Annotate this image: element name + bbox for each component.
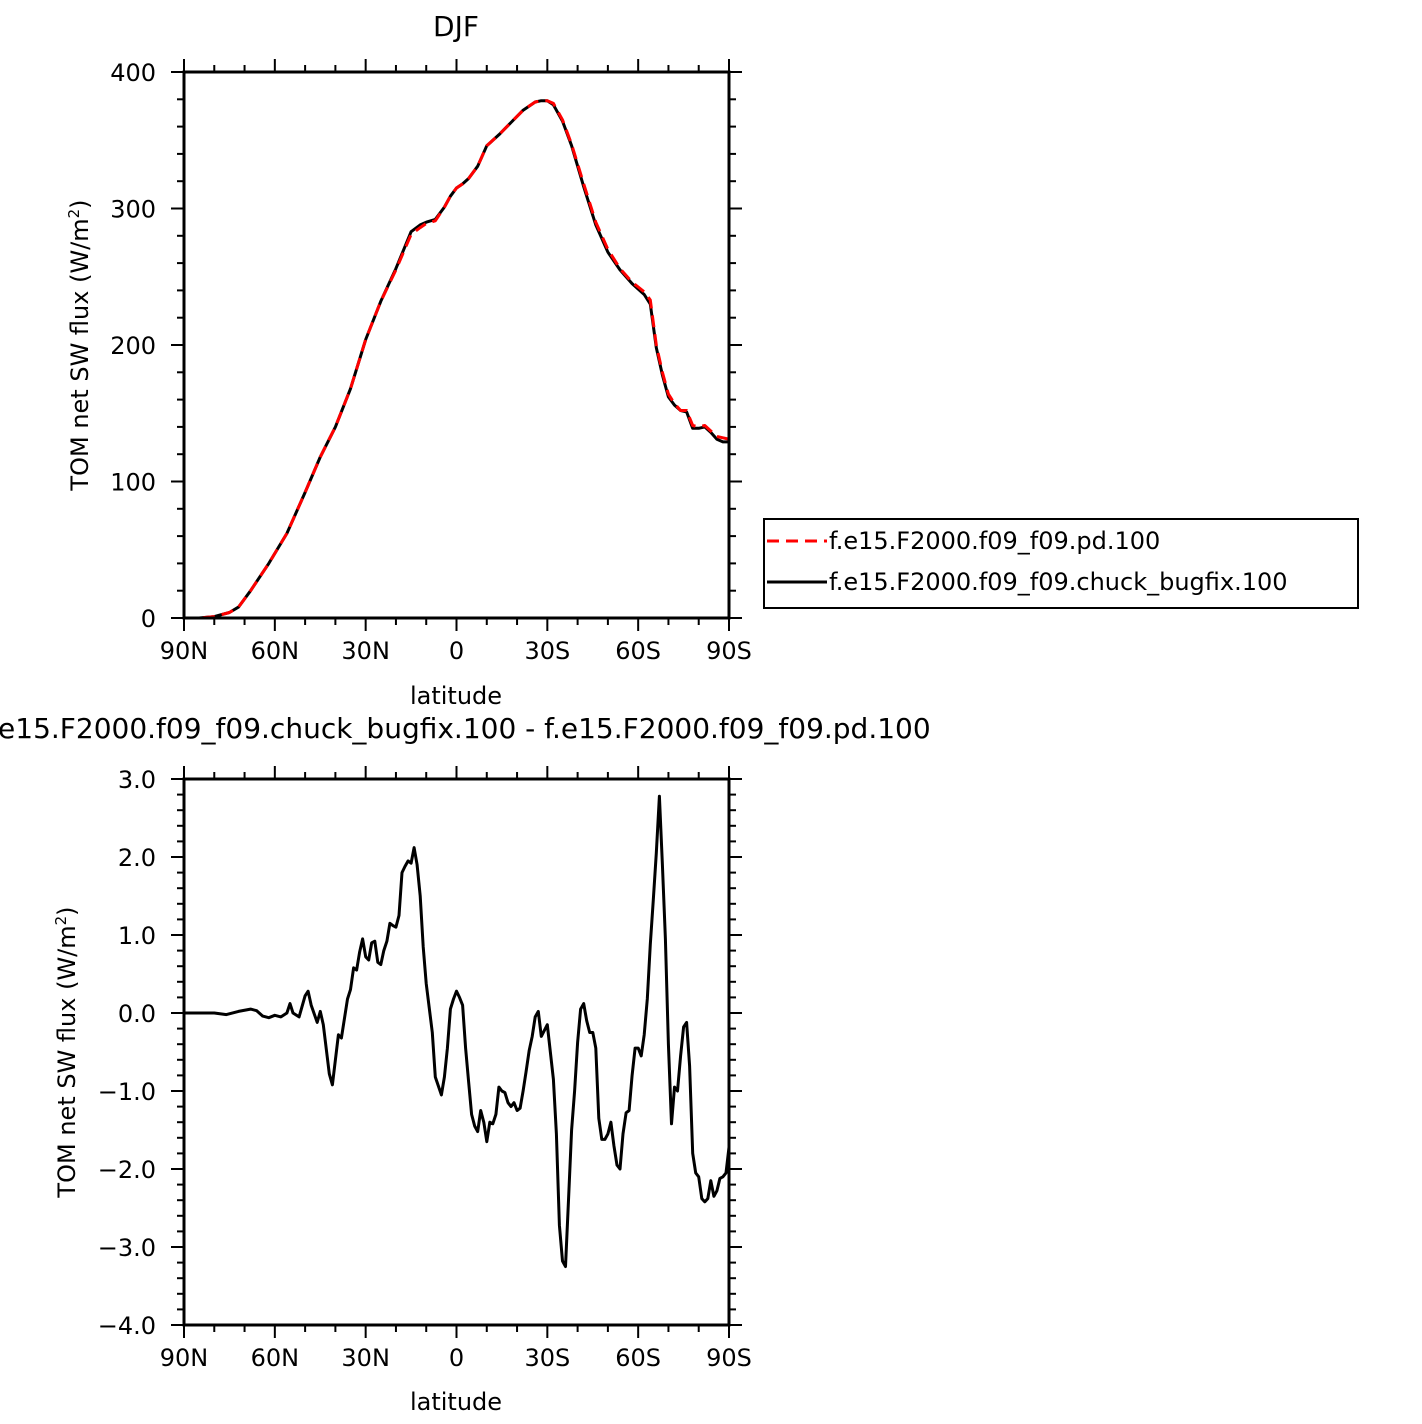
bottom-chart-title: f.e15.F2000.f09_f09.chuck_bugfix.100 - f… bbox=[0, 712, 931, 745]
bottom-y-tick-label: −4.0 bbox=[98, 1312, 156, 1340]
top-x-axis-label: latitude bbox=[410, 682, 502, 710]
top-x-tick-label: 60N bbox=[251, 637, 300, 665]
bottom-y-tick-label: 0.0 bbox=[118, 1000, 156, 1028]
bottom-y-tick-label: 3.0 bbox=[118, 766, 156, 794]
legend-label-pd: f.e15.F2000.f09_f09.pd.100 bbox=[829, 527, 1160, 555]
bottom-y-tick-label: −3.0 bbox=[98, 1234, 156, 1262]
top-chart-title: DJF bbox=[433, 10, 479, 43]
top-y-axis-label: TOM net SW flux (W/m2) bbox=[65, 199, 94, 491]
top-x-tick-label: 90S bbox=[706, 637, 752, 665]
top-y-tick-label: 0 bbox=[141, 605, 156, 633]
bottom-x-tick-label: 30N bbox=[341, 1344, 390, 1372]
bottom-y-axis-label: TOM net SW flux (W/m2) bbox=[52, 906, 81, 1198]
top-x-tick-label: 30N bbox=[341, 637, 390, 665]
top-y-tick-label: 100 bbox=[110, 469, 156, 497]
bottom-x-axis-label: latitude bbox=[410, 1388, 502, 1416]
bottom-x-tick-label: 60S bbox=[615, 1344, 661, 1372]
bottom-y-tick-label: 1.0 bbox=[118, 922, 156, 950]
bottom-y-tick-label: −1.0 bbox=[98, 1078, 156, 1106]
top-series-line-pd bbox=[184, 99, 730, 620]
top-x-tick-label: 0 bbox=[449, 637, 464, 665]
bottom-plot-frame bbox=[182, 777, 731, 1327]
top-y-tick-label: 400 bbox=[110, 59, 156, 87]
bottom-series-line-difference bbox=[184, 794, 731, 1268]
bottom-x-tick-label: 30S bbox=[524, 1344, 570, 1372]
legend: f.e15.F2000.f09_f09.pd.100 f.e15.F2000.f… bbox=[763, 518, 1359, 609]
top-y-tick-label: 300 bbox=[110, 196, 156, 224]
top-x-tick-label: 30S bbox=[524, 637, 570, 665]
legend-box bbox=[763, 518, 1359, 609]
bottom-x-tick-label: 60N bbox=[251, 1344, 300, 1372]
top-panel: DJF latitude TOM net SW flux (W/m2) 90N 6… bbox=[65, 10, 752, 710]
top-series-line-chuck-bugfix bbox=[184, 99, 729, 620]
top-plot-frame bbox=[182, 70, 731, 620]
legend-label-chuck-bugfix: f.e15.F2000.f09_f09.chuck_bugfix.100 bbox=[829, 568, 1288, 596]
bottom-x-tick-label: 90N bbox=[160, 1344, 209, 1372]
bottom-x-tick-label: 0 bbox=[449, 1344, 464, 1372]
bottom-y-tick-label: 2.0 bbox=[118, 844, 156, 872]
top-y-tick-label: 200 bbox=[110, 332, 156, 360]
bottom-panel: f.e15.F2000.f09_f09.chuck_bugfix.100 - f… bbox=[0, 712, 931, 1416]
top-x-tick-label: 60S bbox=[615, 637, 661, 665]
top-x-tick-label: 90N bbox=[160, 637, 209, 665]
bottom-x-tick-label: 90S bbox=[706, 1344, 752, 1372]
bottom-y-tick-label: −2.0 bbox=[98, 1156, 156, 1184]
